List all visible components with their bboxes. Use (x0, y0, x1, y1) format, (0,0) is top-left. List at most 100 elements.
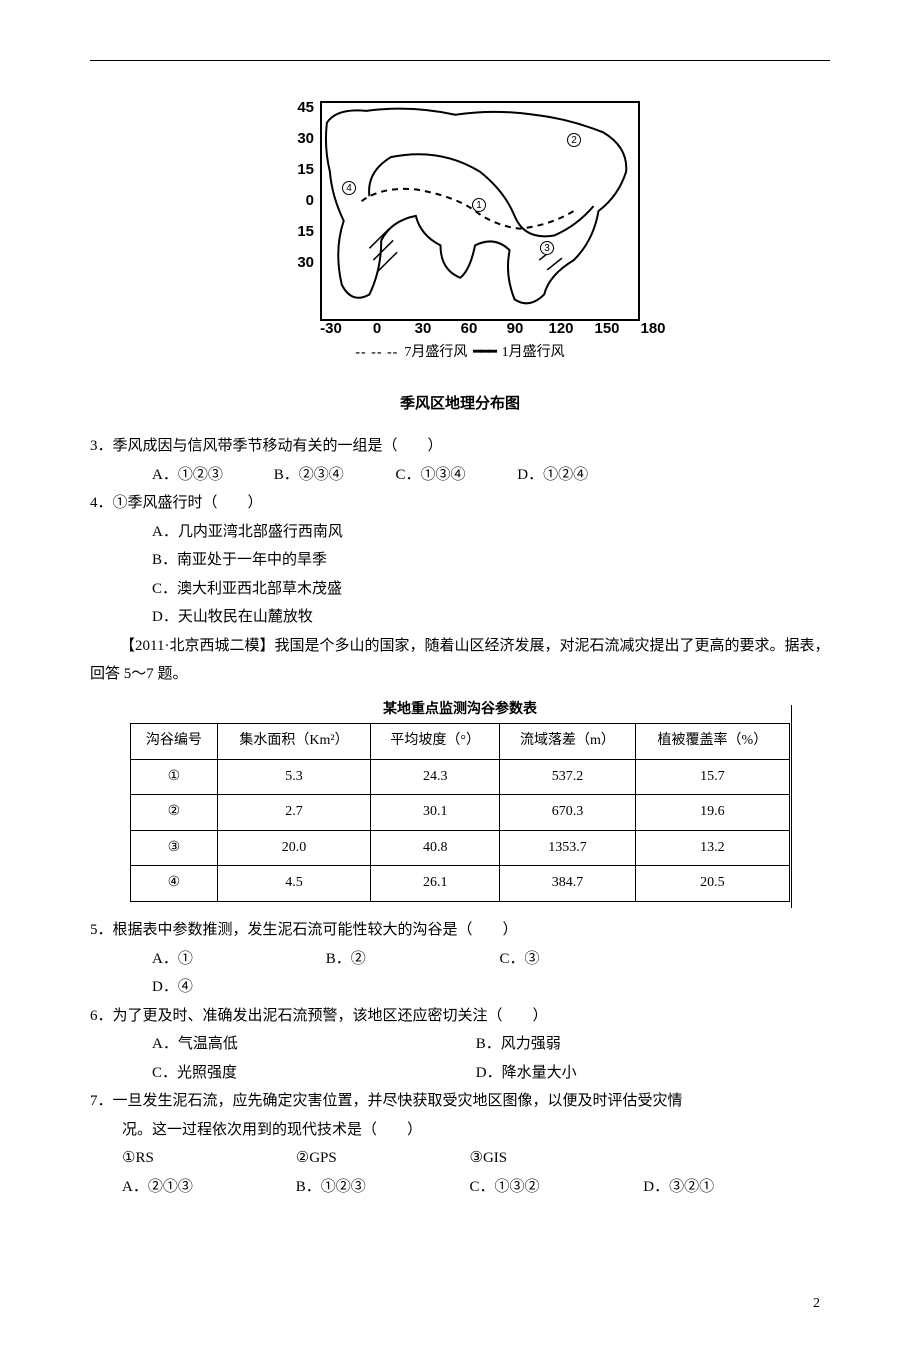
th-drop: 流域落差（m） (500, 724, 636, 760)
table-row: ② 2.7 30.1 670.3 19.6 (131, 795, 790, 831)
th-id: 沟谷编号 (131, 724, 218, 760)
cell: 670.3 (500, 795, 636, 831)
q4-stem: 4．①季风盛行时（ ） (90, 489, 830, 518)
context-57: 【2011·北京西城二模】我国是个多山的国家，随着山区经济发展，对泥石流减灾提出… (90, 632, 830, 689)
dash-icon: -- -- -- (355, 340, 398, 367)
q5-stem: 5．根据表中参数推测，发生泥石流可能性较大的沟谷是（ ） (90, 916, 830, 945)
ytick: 45 (290, 94, 314, 125)
q4-opt-a: A．几内亚湾北部盛行西南风 (152, 518, 830, 547)
q6-opt-d: D．降水量大小 (476, 1059, 577, 1088)
q7-opt-a: A．②①③ (122, 1173, 292, 1202)
xtick: 30 (400, 315, 446, 344)
xtick: 120 (538, 315, 584, 344)
table-row: ① 5.3 24.3 537.2 15.7 (131, 759, 790, 795)
legend-dash-label: 7月盛行风 (404, 340, 467, 367)
table-row: ③ 20.0 40.8 1353.7 13.2 (131, 830, 790, 866)
map-marker-3: 3 (540, 241, 554, 255)
table-wrap: 沟谷编号 集水面积（Km²） 平均坡度（°） 流域落差（m） 植被覆盖率（%） … (90, 723, 830, 902)
q6-opt-b: B．风力强弱 (476, 1030, 561, 1059)
q7-tech: ①RS ②GPS ③GIS (90, 1144, 830, 1173)
stray-vertical-line (791, 705, 792, 908)
q6-options-1: A．气温高低 B．风力强弱 (90, 1030, 830, 1059)
cell: 19.6 (635, 795, 789, 831)
q6-options-2: C．光照强度 D．降水量大小 (90, 1059, 830, 1088)
xtick: 150 (584, 315, 630, 344)
cell: 384.7 (500, 866, 636, 902)
page-number: 2 (90, 1291, 830, 1318)
xtick: 90 (492, 315, 538, 344)
table-header-row: 沟谷编号 集水面积（Km²） 平均坡度（°） 流域落差（m） 植被覆盖率（%） (131, 724, 790, 760)
q5-opt-b: B．② (326, 945, 496, 974)
gully-table: 沟谷编号 集水面积（Km²） 平均坡度（°） 流域落差（m） 植被覆盖率（%） … (130, 723, 790, 902)
q4-options: A．几内亚湾北部盛行西南风 B．南亚处于一年中的旱季 C．澳大利亚西北部草木茂盛… (90, 518, 830, 632)
map-marker-1: 1 (472, 198, 486, 212)
xtick: 60 (446, 315, 492, 344)
ytick: 30 (290, 249, 314, 280)
map-box: 45 30 15 0 15 30 1 2 3 4 -30 (280, 91, 640, 371)
ytick: 15 (290, 218, 314, 249)
q4-opt-d: D．天山牧民在山麓放牧 (152, 603, 830, 632)
q7-stem1: 7．一旦发生泥石流，应先确定灾害位置，并尽快获取受灾地区图像，以便及时评估受灾情 (90, 1087, 830, 1116)
ytick: 15 (290, 156, 314, 187)
q7-tech-2: ②GPS (296, 1144, 466, 1173)
q4-opt-b: B．南亚处于一年中的旱季 (152, 546, 830, 575)
cell: 15.7 (635, 759, 789, 795)
top-rule (90, 60, 830, 61)
cell: 20.0 (217, 830, 371, 866)
q5-options: A．① B．② C．③ D．④ (90, 945, 830, 1002)
map-frame: 1 2 3 4 (320, 101, 640, 321)
ytick: 0 (290, 187, 314, 218)
xtick: 0 (354, 315, 400, 344)
cell: 24.3 (371, 759, 500, 795)
cell: 537.2 (500, 759, 636, 795)
cell: ② (131, 795, 218, 831)
map-marker-2: 2 (567, 133, 581, 147)
q5-opt-c: C．③ (500, 945, 670, 974)
th-slope: 平均坡度（°） (371, 724, 500, 760)
table-row: ④ 4.5 26.1 384.7 20.5 (131, 866, 790, 902)
q3-options: A．①②③ B．②③④ C．①③④ D．①②④ (90, 461, 830, 490)
cell: ③ (131, 830, 218, 866)
xtick: -30 (308, 315, 354, 344)
q7-options: A．②①③ B．①②③ C．①③② D．③②① (90, 1173, 830, 1202)
q7-opt-c: C．①③② (470, 1173, 640, 1202)
q7-opt-b: B．①②③ (296, 1173, 466, 1202)
q3-opt-c: C．①③④ (396, 461, 514, 490)
q7-stem2: 况。这一过程依次用到的现代技术是（ ） (90, 1116, 830, 1145)
th-veg: 植被覆盖率（%） (635, 724, 789, 760)
figure-caption: 季风区地理分布图 (90, 390, 830, 419)
legend-solid-label: 1月盛行风 (502, 340, 565, 367)
solid-icon: ━━━ (473, 340, 495, 367)
table-title: 某地重点监测沟谷参数表 (90, 695, 830, 722)
q3-opt-b: B．②③④ (274, 461, 392, 490)
map-figure: 45 30 15 0 15 30 1 2 3 4 -30 (90, 91, 830, 382)
q3-opt-d: D．①②④ (517, 461, 635, 490)
cell: 2.7 (217, 795, 371, 831)
q5-opt-a: A．① (152, 945, 322, 974)
q7-tech-3: ③GIS (470, 1144, 640, 1173)
cell: 26.1 (371, 866, 500, 902)
cell: 5.3 (217, 759, 371, 795)
q3-stem: 3．季风成因与信风带季节移动有关的一组是（ ） (90, 432, 830, 461)
q7-opt-d: D．③②① (643, 1173, 813, 1202)
map-y-ticks: 45 30 15 0 15 30 (290, 94, 314, 280)
cell: 4.5 (217, 866, 371, 902)
q6-stem: 6．为了更及时、准确发出泥石流预警，该地区还应密切关注（ ） (90, 1002, 830, 1031)
cell: 20.5 (635, 866, 789, 902)
q7-tech-1: ①RS (122, 1144, 292, 1173)
map-legend: -- -- -- 7月盛行风 ━━━ 1月盛行风 (280, 340, 640, 367)
xtick: 180 (630, 315, 676, 344)
cell: 40.8 (371, 830, 500, 866)
cell: 30.1 (371, 795, 500, 831)
cell: ① (131, 759, 218, 795)
q6-opt-c: C．光照强度 (152, 1059, 472, 1088)
q5-opt-d: D．④ (152, 973, 322, 1002)
q4-opt-c: C．澳大利亚西北部草木茂盛 (152, 575, 830, 604)
q3-opt-a: A．①②③ (152, 461, 270, 490)
ytick: 30 (290, 125, 314, 156)
q6-opt-a: A．气温高低 (152, 1030, 472, 1059)
cell: 13.2 (635, 830, 789, 866)
cell: 1353.7 (500, 830, 636, 866)
map-marker-4: 4 (342, 181, 356, 195)
th-area: 集水面积（Km²） (217, 724, 371, 760)
